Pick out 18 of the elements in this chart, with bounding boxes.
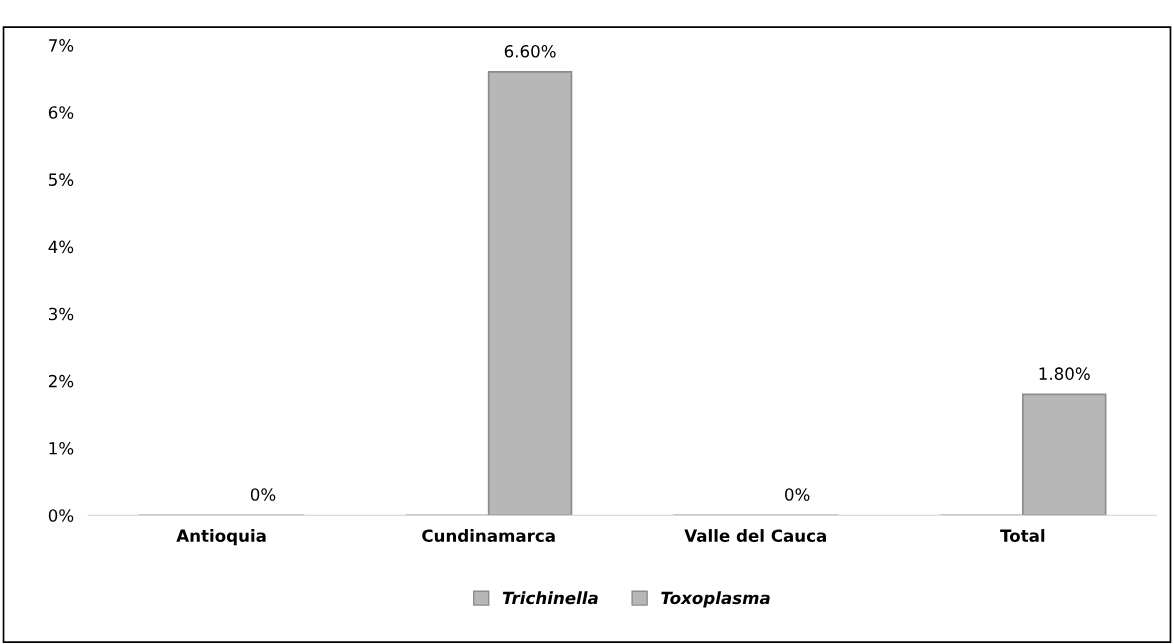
legend-label: Trichinella [502, 591, 598, 605]
x-tick-label: Valle del Cauca [684, 529, 826, 542]
data-label: 0% [250, 488, 276, 501]
data-label: 0% [785, 488, 810, 501]
y-tick-label: 7% [49, 39, 74, 52]
data-label: 1.80% [1039, 367, 1090, 380]
x-tick-label: Antioquia [176, 529, 266, 546]
y-tick-label: 4% [48, 240, 74, 254]
y-tick-label: 6% [48, 106, 74, 119]
y-tick-label: 3% [48, 307, 74, 321]
x-tick-label: Total [1000, 529, 1045, 542]
y-tick-label: 1% [49, 442, 74, 455]
data-label: 6.60% [504, 45, 556, 58]
y-tick-label: 5% [49, 173, 74, 186]
legend-label: Toxoplasma [661, 591, 770, 608]
x-tick-label: Cundinamarca [422, 529, 555, 542]
y-tick-label: 0% [48, 509, 74, 522]
y-tick-label: 2% [48, 374, 74, 388]
